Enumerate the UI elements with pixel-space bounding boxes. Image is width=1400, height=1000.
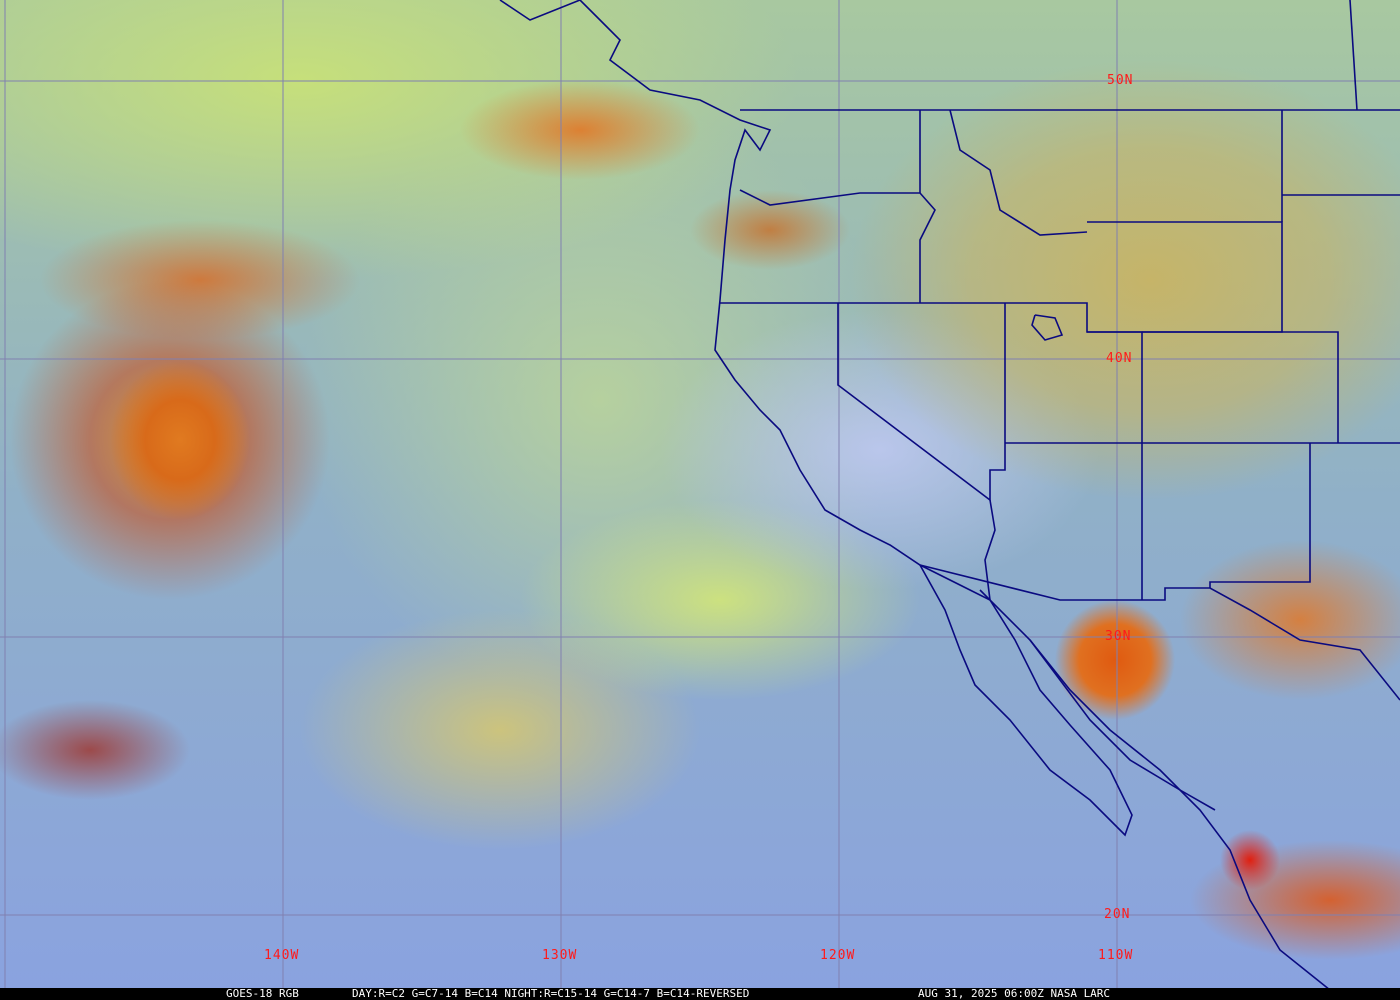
caption-recipe: DAY:R=C2 G=C7-14 B=C14 NIGHT:R=C15-14 G=… [352,987,750,1000]
great-salt-lake [1031,314,1064,341]
lon-label-140w: 140W [264,948,300,963]
caption-bar: GOES-18 RGB DAY:R=C2 G=C7-14 B=C14 NIGHT:… [0,988,1400,1000]
utah-border [1005,302,1143,443]
baja-coastline [919,564,1133,837]
dakota-border [1349,0,1358,111]
borders [499,0,1400,991]
wa-or-border [739,189,936,303]
coastline [499,0,1331,991]
wyoming-border [1087,221,1283,333]
id-mt-border [949,109,1088,236]
lat-label-50n: 50N [1107,73,1134,88]
nm-east-border [1209,443,1311,588]
caption-satellite: GOES-18 RGB [226,987,299,1000]
lon-label-130w: 130W [542,948,578,963]
nevada-border [837,303,1006,502]
lat-label-30n: 30N [1105,629,1132,644]
us-mexico-border [919,564,1400,701]
lon-label-110w: 110W [1098,948,1134,963]
mainland-mexico-coast [1029,639,1216,811]
colorado-border [1142,331,1339,443]
lat-label-40n: 40N [1106,351,1133,366]
lat-label-20n: 20N [1104,907,1131,922]
ca-az-border [984,499,996,601]
lon-label-120w: 120W [820,948,856,963]
caption-timestamp: AUG 31, 2025 06:00Z NASA LARC [918,987,1111,1000]
